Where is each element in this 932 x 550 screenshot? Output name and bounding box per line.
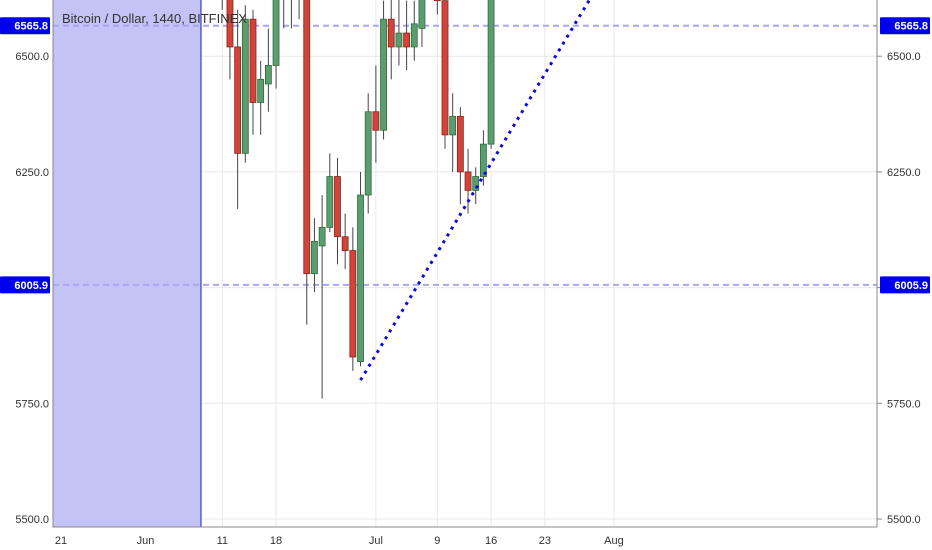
- time-axis[interactable]: 21 Jun 11 18 Jul 9 16 23 Aug: [55, 535, 624, 547]
- candle-up: [410, 23, 418, 48]
- time-tick-label: 18: [270, 535, 282, 547]
- right-level-2-tag: 6565.8: [894, 21, 928, 33]
- time-tick-label: 23: [539, 535, 551, 547]
- candle-up: [264, 65, 272, 85]
- time-tick-label: 16: [485, 535, 497, 547]
- left-tick-label: 5750.0: [15, 398, 49, 410]
- candle-up: [479, 143, 487, 177]
- candle-up: [472, 176, 480, 191]
- candle-down: [334, 176, 341, 238]
- right-tick-label: 6250.0: [887, 167, 921, 179]
- right-tick-label: 5750.0: [887, 398, 921, 410]
- candle-down: [387, 18, 395, 48]
- time-tick-label: Jun: [137, 535, 155, 547]
- chart-title: Bitcoin / Dollar, 1440, BITFINEX: [62, 11, 247, 26]
- candle-down: [341, 236, 349, 251]
- time-tick-label: Jul: [369, 535, 383, 547]
- candle-up: [364, 111, 372, 196]
- candle-up: [395, 32, 403, 48]
- time-tick-label: 21: [55, 535, 67, 547]
- candle-up: [257, 78, 265, 103]
- time-tick-label: 11: [217, 535, 228, 547]
- time-tick-label: Aug: [604, 535, 624, 547]
- candle-down: [226, 0, 234, 48]
- candle-down: [441, 0, 449, 136]
- right-level-2-tag-bg: [880, 17, 930, 35]
- candle-down: [249, 18, 257, 103]
- candle-down: [303, 0, 311, 275]
- left-level-2-tag: 6565.8: [14, 21, 48, 33]
- right-tick-label: 6500.0: [887, 51, 921, 63]
- candle-up: [449, 115, 457, 136]
- candle-up: [272, 0, 280, 66]
- time-tick-label: 9: [434, 535, 440, 547]
- right-tick-label: 5500.0: [887, 514, 921, 526]
- candle-up: [241, 18, 249, 154]
- candle-up: [380, 18, 387, 131]
- candle-up: [357, 194, 364, 363]
- zone-rectangle: [52, 0, 202, 528]
- candle-down: [456, 115, 464, 173]
- right-level-3-tag: 6005.9: [894, 280, 928, 292]
- left-level-3-tag-bg: [0, 276, 50, 294]
- candle-down: [464, 171, 472, 191]
- left-tick-label: 6500.0: [15, 51, 49, 63]
- candle-down: [372, 111, 380, 131]
- left-tick-label: 6250.0: [15, 167, 49, 179]
- candles-layer: [221, 0, 495, 399]
- candle-down: [403, 32, 411, 48]
- shaded-zone: [52, 0, 202, 528]
- candle-down: [349, 250, 357, 358]
- left-level-2-tag-bg: [0, 17, 50, 35]
- candle-down: [234, 46, 242, 154]
- candle-up: [311, 240, 318, 275]
- candle-up: [318, 227, 326, 247]
- candle-up: [487, 0, 495, 145]
- right-level-3-tag-bg: [880, 276, 930, 294]
- left-level-3-tag: 6005.9: [14, 280, 48, 292]
- horizontal-levels: [53, 24, 877, 286]
- candle-up: [326, 176, 334, 228]
- candle-up: [418, 0, 426, 29]
- left-tick-label: 5500.0: [15, 514, 49, 526]
- candle-down: [433, 0, 441, 2]
- price-tags: 21:20:008171.18086.67450.86565.86005.921…: [0, 17, 930, 294]
